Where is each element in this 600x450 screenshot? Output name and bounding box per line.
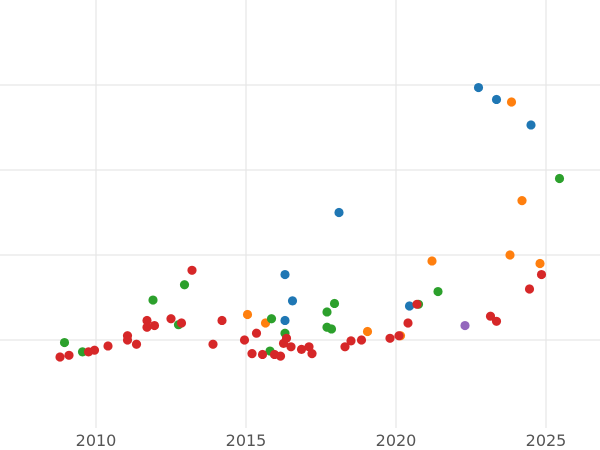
data-point-s3-30 [356, 335, 367, 345]
data-point-s2-0 [59, 337, 70, 348]
data-point-s1-7 [535, 258, 545, 269]
data-point-s3-21 [275, 351, 286, 361]
data-point-s3-27 [307, 349, 317, 359]
x-tick-label-2: 2020 [376, 431, 417, 450]
data-point-s2-3 [179, 280, 190, 290]
data-point-s3-9 [142, 322, 152, 332]
data-point-s0-7 [526, 120, 536, 130]
data-point-s1-4 [427, 256, 437, 266]
data-point-s3-6 [122, 335, 133, 345]
data-point-s1-0 [242, 309, 253, 320]
data-point-s0-3 [334, 207, 344, 218]
data-point-s0-6 [491, 94, 502, 105]
data-point-s3-15 [217, 315, 227, 326]
data-point-s3-10 [149, 320, 160, 331]
data-point-s1-2 [362, 326, 373, 337]
data-point-s2-11 [329, 298, 340, 309]
data-point-s3-11 [166, 314, 176, 324]
data-point-s3-35 [485, 311, 496, 321]
data-point-s3-12 [176, 318, 187, 328]
data-point-s3-19 [257, 349, 268, 360]
x-axis-tick-labels: 2010 2015 2020 2025 [76, 431, 567, 450]
data-point-s1-8 [506, 97, 517, 107]
data-point-s3-14 [208, 339, 218, 349]
data-point-s0-1 [287, 296, 298, 306]
data-point-s3-28 [340, 342, 350, 352]
data-point-s3-17 [247, 349, 257, 359]
data-point-s2-2 [148, 295, 158, 305]
data-point-s0-0 [280, 269, 290, 280]
data-point-s3-33 [403, 318, 413, 328]
data-point-s3-38 [536, 269, 547, 280]
data-point-s3-24 [286, 342, 296, 352]
data-point-s2-5 [266, 314, 277, 324]
data-point-s3-37 [524, 284, 535, 294]
data-point-s4-0 [460, 320, 470, 331]
data-point-s2-13 [433, 286, 443, 297]
data-point-s2-14 [554, 173, 565, 184]
data-points [55, 82, 565, 362]
data-point-s3-18 [251, 328, 262, 338]
x-tick-label-3: 2025 [526, 431, 567, 450]
data-point-s3-7 [131, 339, 142, 349]
data-point-s3-0 [55, 352, 65, 362]
x-tick-label-0: 2010 [76, 431, 117, 450]
data-point-s3-31 [385, 333, 395, 343]
data-point-s2-8 [322, 307, 332, 317]
data-point-s3-34 [412, 299, 422, 309]
data-point-s3-16 [239, 335, 250, 345]
data-point-s3-8 [142, 315, 152, 326]
data-point-s2-10 [326, 324, 337, 334]
data-point-s3-29 [346, 336, 356, 346]
data-point-s3-32 [394, 331, 404, 341]
data-point-s0-5 [473, 82, 484, 93]
data-point-s3-23 [281, 333, 292, 343]
data-point-s3-3 [89, 345, 100, 355]
gridlines [0, 0, 600, 428]
data-point-s3-1 [64, 350, 74, 360]
data-point-s3-13 [187, 265, 197, 275]
x-tick-label-1: 2015 [226, 431, 267, 450]
data-point-s0-4 [404, 301, 415, 311]
data-point-s3-25 [296, 344, 307, 354]
data-point-s3-4 [103, 341, 113, 351]
data-point-s0-2 [280, 315, 290, 326]
data-point-s1-5 [505, 250, 515, 260]
data-point-s1-6 [517, 196, 527, 206]
data-point-s3-36 [491, 316, 502, 326]
